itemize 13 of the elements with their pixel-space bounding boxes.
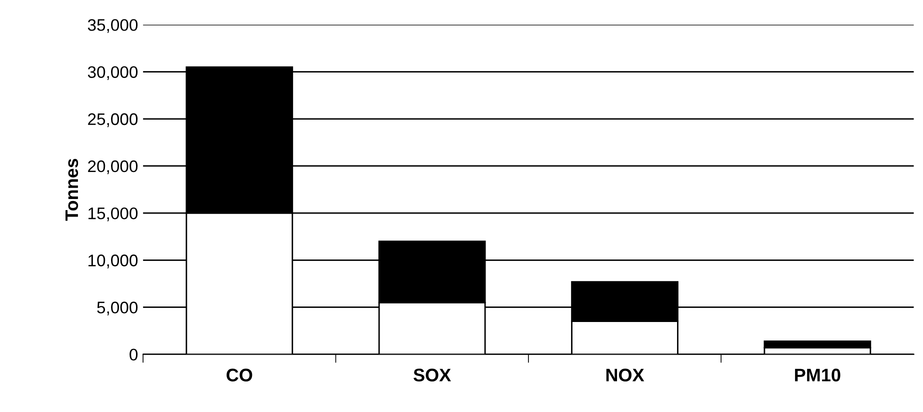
y-tick-label: 5,000: [97, 302, 138, 316]
x-tick-label: NOX: [606, 368, 644, 382]
y-axis-title: Tonnes: [66, 158, 78, 221]
y-tick-label: 30,000: [88, 66, 138, 80]
y-tick-label: 15,000: [88, 207, 138, 222]
y-tick-label: 25,000: [88, 113, 138, 128]
y-tick-label: 0: [130, 348, 138, 361]
y-tick-label: 20,000: [88, 160, 138, 174]
x-tick-label: CO: [226, 368, 252, 382]
x-tick-label: SOX: [414, 368, 451, 382]
y-tick-label: 10,000: [88, 254, 138, 268]
x-tick-label: PM10: [795, 368, 840, 382]
y-tick-label: 35,000: [88, 19, 138, 33]
